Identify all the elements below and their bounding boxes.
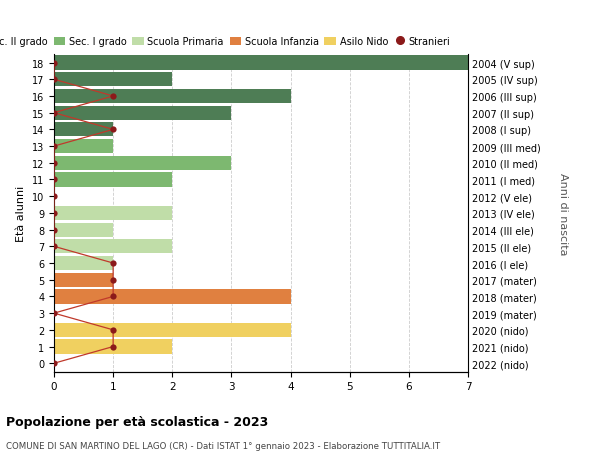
Bar [54,273,113,287]
Y-axis label: Età alunni: Età alunni [16,185,26,241]
Bar [54,173,172,187]
Text: COMUNE DI SAN MARTINO DEL LAGO (CR) - Dati ISTAT 1° gennaio 2023 - Elaborazione : COMUNE DI SAN MARTINO DEL LAGO (CR) - Da… [6,441,440,450]
Bar [54,223,113,237]
Bar [54,323,290,337]
Bar [54,90,290,104]
Bar [54,140,113,154]
Bar [54,340,172,354]
Y-axis label: Anni di nascita: Anni di nascita [557,172,568,255]
Bar [54,207,172,220]
Bar [54,73,172,87]
Bar [54,257,113,270]
Text: Popolazione per età scolastica - 2023: Popolazione per età scolastica - 2023 [6,415,268,428]
Bar [54,56,468,71]
Bar [54,106,232,121]
Legend: Sec. II grado, Sec. I grado, Scuola Primaria, Scuola Infanzia, Asilo Nido, Stran: Sec. II grado, Sec. I grado, Scuola Prim… [0,37,451,47]
Bar [54,240,172,254]
Bar [54,157,232,170]
Bar [54,290,290,304]
Bar [54,123,113,137]
